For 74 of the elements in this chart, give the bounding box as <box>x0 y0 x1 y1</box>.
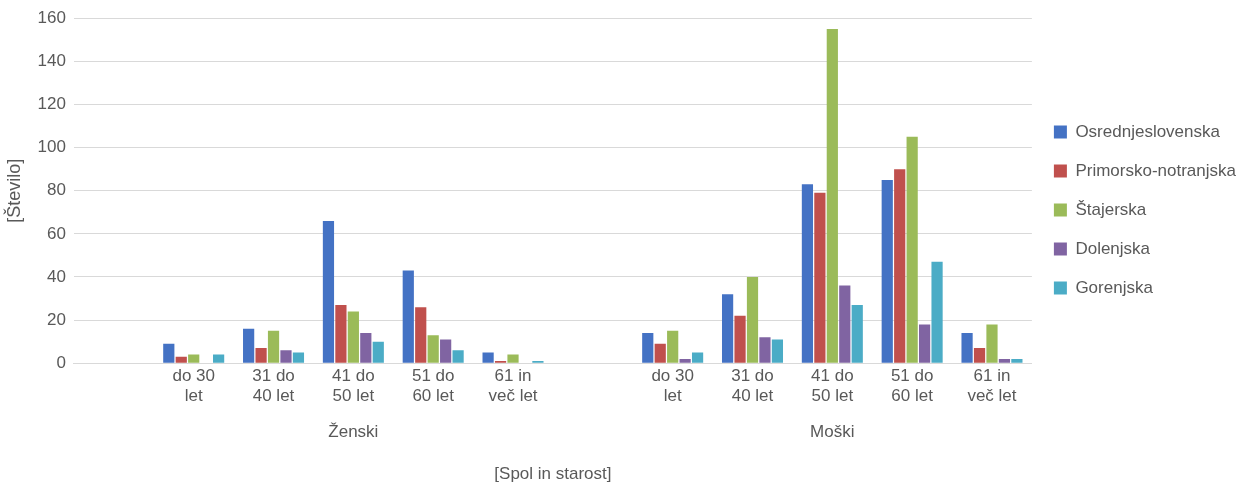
bar <box>335 304 347 363</box>
bar <box>415 307 427 363</box>
bar <box>175 356 187 363</box>
bar <box>734 315 746 363</box>
y-tick-label: 0 <box>56 352 66 372</box>
x-tick-label: do 30 let <box>651 366 694 406</box>
y-tick-label: 160 <box>37 7 66 27</box>
x-tick-label: 41 do 50 let <box>332 366 375 406</box>
y-axis-title: [Število] <box>2 158 24 223</box>
bar <box>721 294 734 363</box>
legend-label: Gorenjska <box>1075 277 1154 297</box>
text: Ženski <box>328 421 379 441</box>
bar <box>931 261 943 363</box>
x-tick-label: 51 do 60 let <box>411 366 455 406</box>
y-tick-label: 100 <box>37 137 66 157</box>
x-tick-label: 61 in več let <box>967 366 1017 406</box>
text: Moški <box>810 421 855 441</box>
legend-label: Dolenjska <box>1075 238 1151 258</box>
bar <box>771 339 784 363</box>
x-axis-title: [Spol in starost] <box>494 463 612 483</box>
y-tick-label: 140 <box>37 51 66 71</box>
bar <box>372 341 384 363</box>
bar <box>347 311 359 363</box>
bar <box>919 324 931 363</box>
bar <box>654 343 666 363</box>
y-tick-label: 120 <box>37 94 66 114</box>
bar <box>691 352 704 363</box>
bar <box>507 354 519 363</box>
bar <box>642 333 654 363</box>
bar <box>973 348 986 363</box>
legend-label: Osrednjeslovenska <box>1075 121 1221 141</box>
bar <box>759 337 771 363</box>
legend-label: Primorsko-notranjska <box>1075 160 1237 180</box>
bar <box>213 354 225 363</box>
bar <box>894 169 906 363</box>
bar <box>360 333 372 363</box>
bar <box>255 348 267 363</box>
x-tick-label: 41 do 50 let <box>811 366 854 406</box>
bar <box>746 276 759 363</box>
y-tick-label: 20 <box>47 309 66 329</box>
bar <box>482 352 494 363</box>
bar <box>801 184 814 363</box>
bar <box>440 339 452 363</box>
bar <box>826 28 838 363</box>
x-tick-label: 31 do 40 let <box>731 366 774 406</box>
bar <box>998 358 1011 363</box>
y-tick-label: 80 <box>47 180 66 200</box>
bar <box>906 136 918 363</box>
bar <box>267 330 280 363</box>
x-tick-label: 31 do 40 let <box>252 366 295 406</box>
bar <box>1011 358 1023 363</box>
bar <box>188 354 200 363</box>
bar <box>986 324 998 363</box>
bar <box>667 330 679 363</box>
bar <box>961 333 973 363</box>
bar <box>402 270 414 363</box>
bar <box>839 285 851 363</box>
bar <box>243 328 255 363</box>
bar <box>427 335 439 363</box>
y-tick-label: 60 <box>47 223 66 243</box>
bar <box>280 350 292 363</box>
bar <box>452 350 464 363</box>
bar <box>679 358 691 363</box>
bar <box>292 352 305 363</box>
x-tick-label: do 30 let <box>172 366 215 406</box>
bar <box>881 179 893 363</box>
y-tick-label: 40 <box>47 266 66 286</box>
bar <box>322 220 335 363</box>
legend-label: Štajerska <box>1075 199 1147 219</box>
x-tick-label: 51 do 60 let <box>890 366 934 406</box>
bar <box>814 192 826 363</box>
bar <box>163 343 175 363</box>
x-tick-label: 61 in več let <box>488 366 538 406</box>
bar <box>851 304 863 363</box>
